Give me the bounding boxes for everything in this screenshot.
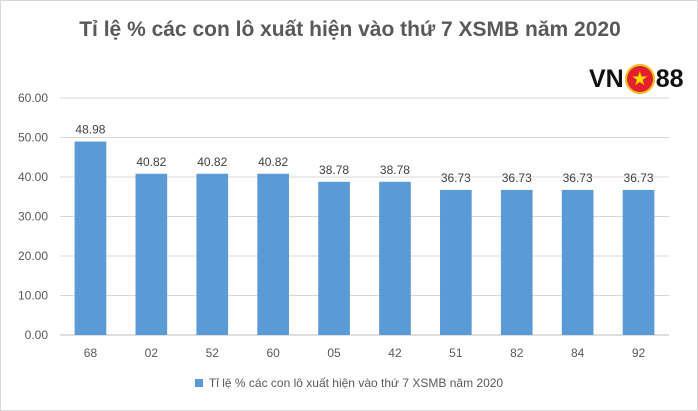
y-tick-label: 20.00 (18, 249, 48, 263)
bar (440, 189, 472, 335)
data-label: 38.78 (319, 163, 349, 177)
x-tick-label: 51 (449, 346, 463, 360)
bar (135, 173, 168, 335)
data-label: 36.73 (624, 171, 654, 185)
data-label: 38.78 (380, 163, 410, 177)
y-tick-label: 50.00 (18, 131, 48, 145)
logo-text-right: 88 (655, 65, 684, 93)
x-tick-label: 02 (145, 346, 159, 360)
flag-star-icon: ★ (624, 64, 655, 94)
y-tick-label: 10.00 (18, 289, 48, 303)
bar (196, 173, 229, 335)
bar (561, 189, 594, 335)
bar (622, 189, 655, 335)
x-tick-label: 60 (266, 346, 280, 360)
legend-swatch (194, 379, 203, 387)
bar (318, 181, 350, 335)
bar (379, 181, 411, 335)
x-tick-label: 84 (571, 346, 585, 360)
logo-text-left: VN (589, 65, 624, 93)
y-tick-label: 0.00 (25, 328, 49, 342)
x-tick-label: 92 (632, 346, 646, 360)
x-tick-label: 05 (327, 346, 341, 360)
x-tick-label: 52 (206, 346, 220, 360)
x-tick-label: 82 (510, 346, 524, 360)
data-label: 48.98 (75, 123, 105, 137)
data-label: 36.73 (563, 171, 593, 185)
bar (74, 141, 107, 335)
y-tick-label: 40.00 (18, 170, 48, 184)
legend: Tỉ lệ % các con lô xuất hiện vào thứ 7 X… (0, 376, 698, 390)
bar (500, 189, 533, 335)
bar (257, 173, 289, 335)
data-label: 36.73 (441, 171, 471, 185)
legend-label: Tỉ lệ % các con lô xuất hiện vào thứ 7 X… (208, 376, 504, 390)
y-tick-label: 60.00 (18, 91, 48, 105)
data-label: 40.82 (258, 155, 288, 169)
x-tick-label: 42 (388, 346, 402, 360)
x-tick-label: 68 (84, 346, 98, 360)
chart-title: Tỉ lệ % các con lô xuất hiện vào thứ 7 X… (79, 18, 621, 41)
data-label: 36.73 (502, 171, 532, 185)
data-label: 40.82 (197, 155, 227, 169)
data-label: 40.82 (136, 155, 166, 169)
brand-logo: VN ★ 88 (589, 62, 685, 96)
y-tick-label: 30.00 (18, 210, 48, 224)
